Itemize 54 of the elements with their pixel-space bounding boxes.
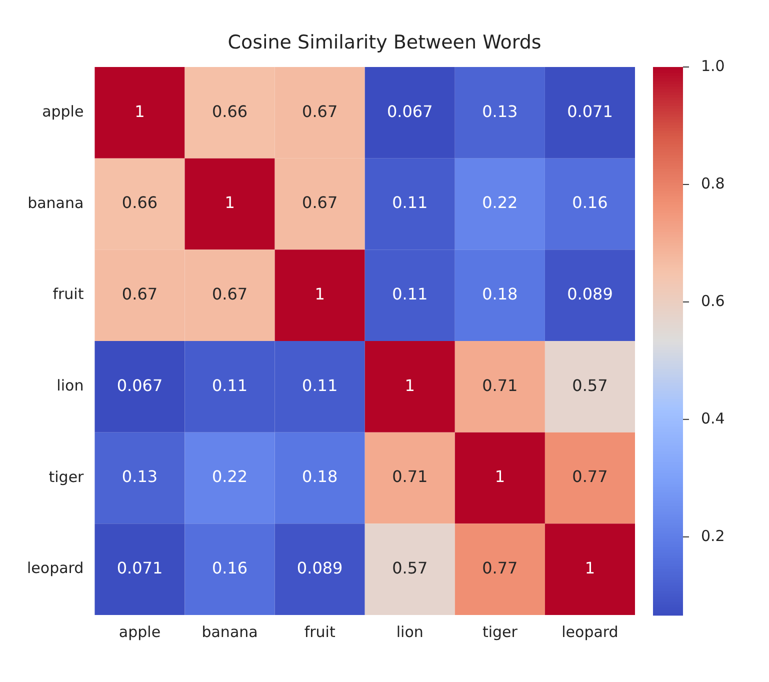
data-label: 0.11	[212, 376, 248, 395]
x-tick-label: tiger	[482, 622, 518, 641]
data-label: 0.67	[302, 102, 338, 121]
chart-title: Cosine Similarity Between Words	[228, 32, 542, 54]
data-label: 1	[314, 284, 325, 304]
data-label: 0.11	[302, 376, 338, 395]
data-label: 0.71	[392, 467, 428, 486]
data-label: 0.77	[482, 558, 518, 578]
data-label: 1	[134, 102, 145, 121]
data-label: 0.22	[212, 467, 248, 486]
data-label: 1	[494, 467, 506, 486]
y-tick-label: apple	[42, 102, 84, 121]
data-label: 0.11	[392, 284, 428, 304]
data-label: 0.18	[302, 467, 338, 486]
data-label: 0.57	[392, 558, 428, 578]
data-label: 0.71	[482, 376, 518, 395]
data-label: 0.67	[122, 284, 158, 304]
color-bar-label: 0.6	[701, 292, 725, 310]
data-label: 0.16	[212, 558, 248, 578]
data-label: 1	[224, 193, 235, 212]
data-label: 0.067	[116, 376, 163, 395]
x-tick-label: lion	[396, 622, 424, 641]
data-label: 0.13	[122, 467, 158, 486]
data-label: 1	[584, 558, 596, 578]
data-label: 0.18	[482, 284, 518, 304]
data-label: 0.66	[212, 102, 248, 121]
y-tick-label: leopard	[26, 559, 84, 578]
x-tick-label: fruit	[304, 622, 336, 641]
color-bar-label: 0.8	[701, 174, 725, 192]
x-tick-label: leopard	[562, 622, 618, 641]
data-label: 0.089	[567, 284, 613, 304]
data-label: 1	[404, 376, 415, 395]
data-label: 0.071	[116, 558, 163, 578]
data-label: 0.11	[392, 193, 428, 212]
y-tick-label: fruit	[52, 285, 84, 304]
x-tick-label: apple	[118, 622, 161, 641]
data-label: 0.13	[482, 102, 518, 121]
data-label: 0.067	[386, 102, 433, 121]
data-label: 0.77	[572, 467, 608, 486]
color-bar-label: 0.4	[701, 409, 725, 428]
data-label: 0.071	[567, 102, 613, 121]
data-label: 0.57	[572, 376, 608, 395]
color-bar-label: 0.2	[701, 526, 725, 545]
color-bar-label: 1.0	[701, 56, 725, 75]
y-tick-label: banana	[28, 194, 84, 212]
data-label: 0.67	[212, 284, 248, 304]
data-label: 0.22	[482, 193, 518, 212]
data-label: 0.66	[122, 193, 158, 212]
data-label: 0.16	[572, 193, 608, 212]
data-label: 0.67	[302, 193, 338, 212]
x-tick-label: banana	[202, 622, 258, 641]
y-tick-label: lion	[56, 376, 84, 395]
data-label: 0.089	[296, 558, 343, 578]
y-tick-label: tiger	[48, 468, 85, 486]
